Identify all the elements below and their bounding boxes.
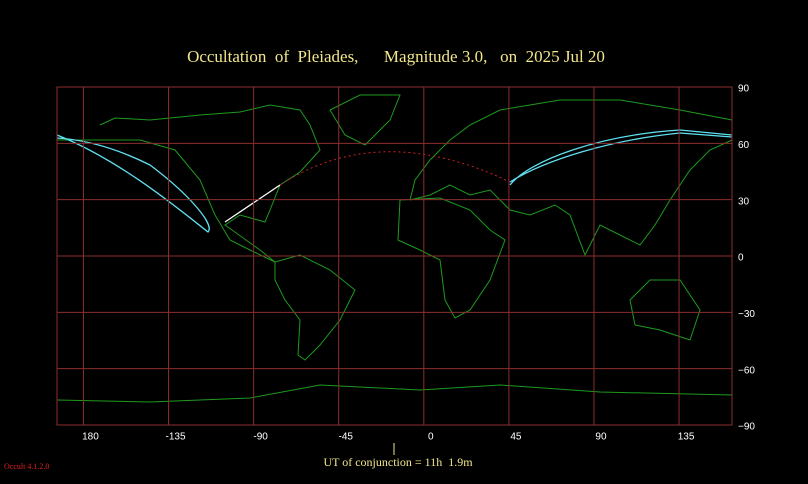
y-tick-label: −90 [738,422,755,433]
x-tick-label: 0 [428,432,434,443]
greenland [329,94,401,146]
central-line [224,184,281,223]
y-tick-label: 60 [738,140,750,151]
antarctica [56,384,733,403]
north-america [57,104,321,263]
y-tick-label: −60 [738,365,755,376]
australia [629,279,701,341]
y-tick-label: −30 [738,309,755,320]
south-america [274,254,356,361]
y-tick-label: 30 [738,196,750,207]
occultation-paths [56,129,733,233]
path-limit-east [509,129,733,186]
x-tick-label: -90 [253,432,268,443]
coastlines [56,94,733,403]
x-tick-label: 45 [510,432,522,443]
y-tick-label: 90 [738,84,750,95]
map-frame [56,86,733,426]
africa [397,197,506,319]
x-tick-label: 180 [82,432,99,443]
x-tick-label: 90 [595,432,607,443]
version-label: Occult 4.1.2.0 [4,462,49,471]
x-tick-label: 135 [678,432,695,443]
daylight-path [279,151,511,186]
y-tick-label: 0 [738,253,744,264]
conjunction-time: UT of conjunction = 11h 1.9m [323,455,473,469]
x-tick-label: -45 [338,432,353,443]
eurasia [409,99,733,257]
map-title: Occultation of Pleiades, Magnitude 3.0, … [187,47,605,66]
x-tick-label: -135 [166,432,186,443]
path-limit-west [56,134,210,233]
